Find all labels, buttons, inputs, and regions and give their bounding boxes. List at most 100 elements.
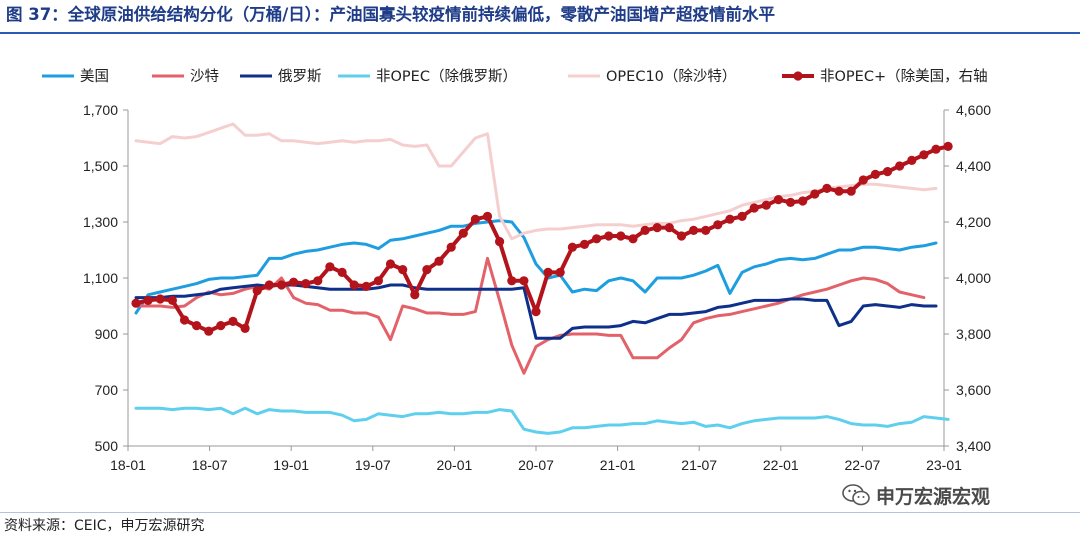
series-point-nonopec_plus_ex_us — [531, 307, 541, 317]
series-point-nonopec_plus_ex_us — [228, 316, 238, 326]
series-point-nonopec_plus_ex_us — [616, 231, 626, 241]
series-point-nonopec_plus_ex_us — [155, 294, 165, 304]
y-left-tick-label: 900 — [95, 326, 119, 342]
x-tick-label: 22-07 — [844, 457, 880, 473]
y-left-tick-label: 1,300 — [83, 214, 118, 230]
series-point-nonopec_plus_ex_us — [495, 237, 505, 247]
x-tick-label: 19-01 — [273, 457, 309, 473]
series-point-nonopec_plus_ex_us — [143, 295, 153, 305]
y-right-tick-label: 4,400 — [956, 158, 991, 174]
chart-title: 图 37：全球原油供给结构分化（万桶/日）：产油国寡头较疫情前持续偏低，零散产油… — [6, 5, 775, 24]
series-point-nonopec_plus_ex_us — [664, 223, 674, 233]
series-point-nonopec_plus_ex_us — [458, 228, 468, 238]
legend-label-us: 美国 — [80, 68, 109, 85]
chart: 500 700 900 1,100 1,300 1,500 1,700 3,400 3,600 3… — [42, 68, 991, 473]
series-point-nonopec_plus_ex_us — [167, 295, 177, 305]
series-point-nonopec_plus_ex_us — [628, 234, 638, 244]
x-tick-label: 18-01 — [110, 457, 146, 473]
y-right-tick-label: 4,600 — [956, 102, 991, 118]
series-point-nonopec_plus_ex_us — [131, 298, 141, 308]
series-point-nonopec_plus_ex_us — [204, 326, 214, 336]
series-point-nonopec_plus_ex_us — [701, 225, 711, 235]
series-point-nonopec_plus_ex_us — [325, 262, 335, 272]
series-point-nonopec_plus_ex_us — [725, 214, 735, 224]
series-point-nonopec_plus_ex_us — [179, 315, 190, 325]
series-point-nonopec_plus_ex_us — [919, 150, 929, 160]
series-point-nonopec_plus_ex_us — [361, 281, 371, 291]
y-left-tick-label: 1,700 — [83, 102, 118, 118]
legend-label-opec10_ex_saudi: OPEC10（除沙特） — [606, 68, 736, 85]
series-point-nonopec_plus_ex_us — [482, 211, 493, 221]
series-point-nonopec_plus_ex_us — [858, 175, 868, 185]
series-point-nonopec_plus_ex_us — [737, 211, 747, 221]
series-point-nonopec_plus_ex_us — [943, 141, 953, 151]
legend-label-nonopec_plus_ex_us: 非OPEC+（除美国，右轴 — [820, 68, 988, 85]
x-tick-label: 23-01 — [926, 457, 962, 473]
series-point-nonopec_plus_ex_us — [882, 167, 893, 177]
series-point-nonopec_plus_ex_us — [652, 223, 662, 233]
x-tick-label: 18-07 — [192, 457, 228, 473]
series-point-nonopec_plus_ex_us — [798, 196, 808, 206]
series-point-nonopec_plus_ex_us — [276, 280, 287, 290]
series-point-nonopec_plus_ex_us — [773, 195, 784, 205]
series-point-nonopec_plus_ex_us — [749, 203, 759, 213]
series-point-nonopec_plus_ex_us — [422, 265, 432, 275]
x-tick-label: 21-01 — [600, 457, 636, 473]
series-line-nonopec_plus_ex_us — [134, 144, 951, 334]
series-point-nonopec_plus_ex_us — [895, 161, 905, 171]
series-line-opec10_ex_saudi — [134, 122, 938, 241]
footer-rule — [0, 512, 1080, 513]
series-point-nonopec_plus_ex_us — [676, 231, 687, 241]
series-point-nonopec_plus_ex_us — [446, 242, 456, 252]
x-tick-label: 20-01 — [436, 457, 472, 473]
series-point-nonopec_plus_ex_us — [567, 242, 578, 252]
series-point-nonopec_plus_ex_us — [385, 259, 396, 269]
series-point-nonopec_plus_ex_us — [592, 234, 602, 244]
y-left-tick-label: 1,100 — [83, 270, 118, 286]
x-tick-label: 21-07 — [681, 457, 717, 473]
title-rule — [0, 32, 1080, 34]
series-point-nonopec_plus_ex_us — [834, 186, 844, 196]
series-point-nonopec_plus_ex_us — [907, 155, 917, 165]
series-point-nonopec_plus_ex_us — [519, 276, 529, 286]
series-point-nonopec_plus_ex_us — [434, 256, 444, 266]
series-point-nonopec_plus_ex_us — [240, 323, 250, 333]
series-point-nonopec_plus_ex_us — [289, 277, 299, 287]
y-right-tick-label: 3,400 — [956, 438, 991, 454]
wechat-icon — [842, 484, 870, 506]
x-tick-label: 19-07 — [355, 457, 391, 473]
y-left-tick-label: 1,500 — [83, 158, 118, 174]
series-point-nonopec_plus_ex_us — [555, 267, 565, 277]
series-point-nonopec_plus_ex_us — [543, 267, 553, 277]
watermark: 申万宏源宏观 — [842, 482, 990, 508]
series-point-nonopec_plus_ex_us — [713, 220, 723, 230]
series-point-nonopec_plus_ex_us — [192, 321, 202, 331]
y-right-tick-label: 4,000 — [956, 270, 991, 286]
series-point-nonopec_plus_ex_us — [373, 276, 383, 286]
series-point-nonopec_plus_ex_us — [822, 183, 832, 193]
series-point-nonopec_plus_ex_us — [846, 186, 856, 196]
y-right-tick-label: 4,200 — [956, 214, 991, 230]
series-point-nonopec_plus_ex_us — [640, 225, 650, 235]
series-point-nonopec_plus_ex_us — [349, 280, 359, 290]
watermark-text: 申万宏源宏观 — [876, 485, 991, 508]
y-right-tick-label: 3,600 — [956, 382, 991, 398]
series-point-nonopec_plus_ex_us — [410, 290, 420, 300]
series-point-nonopec_plus_ex_us — [337, 267, 347, 277]
y-left-tick-label: 500 — [95, 438, 119, 454]
series-point-nonopec_plus_ex_us — [264, 280, 274, 290]
series-point-nonopec_plus_ex_us — [470, 214, 480, 224]
series-point-nonopec_plus_ex_us — [398, 265, 408, 275]
series-point-nonopec_plus_ex_us — [301, 279, 311, 289]
series-point-nonopec_plus_ex_us — [785, 197, 796, 207]
series-point-nonopec_plus_ex_us — [931, 144, 941, 154]
series-point-nonopec_plus_ex_us — [870, 169, 881, 179]
legend-marker-nonopec_plus_ex_us — [793, 71, 803, 81]
legend-label-russia: 俄罗斯 — [278, 68, 322, 85]
series-point-nonopec_plus_ex_us — [689, 225, 699, 235]
series-point-nonopec_plus_ex_us — [604, 231, 614, 241]
y-left-tick-label: 700 — [95, 382, 119, 398]
y-right-tick-label: 3,800 — [956, 326, 991, 342]
series-point-nonopec_plus_ex_us — [761, 200, 771, 210]
legend-label-nonopec_ex_russia: 非OPEC（除俄罗斯） — [376, 68, 517, 85]
